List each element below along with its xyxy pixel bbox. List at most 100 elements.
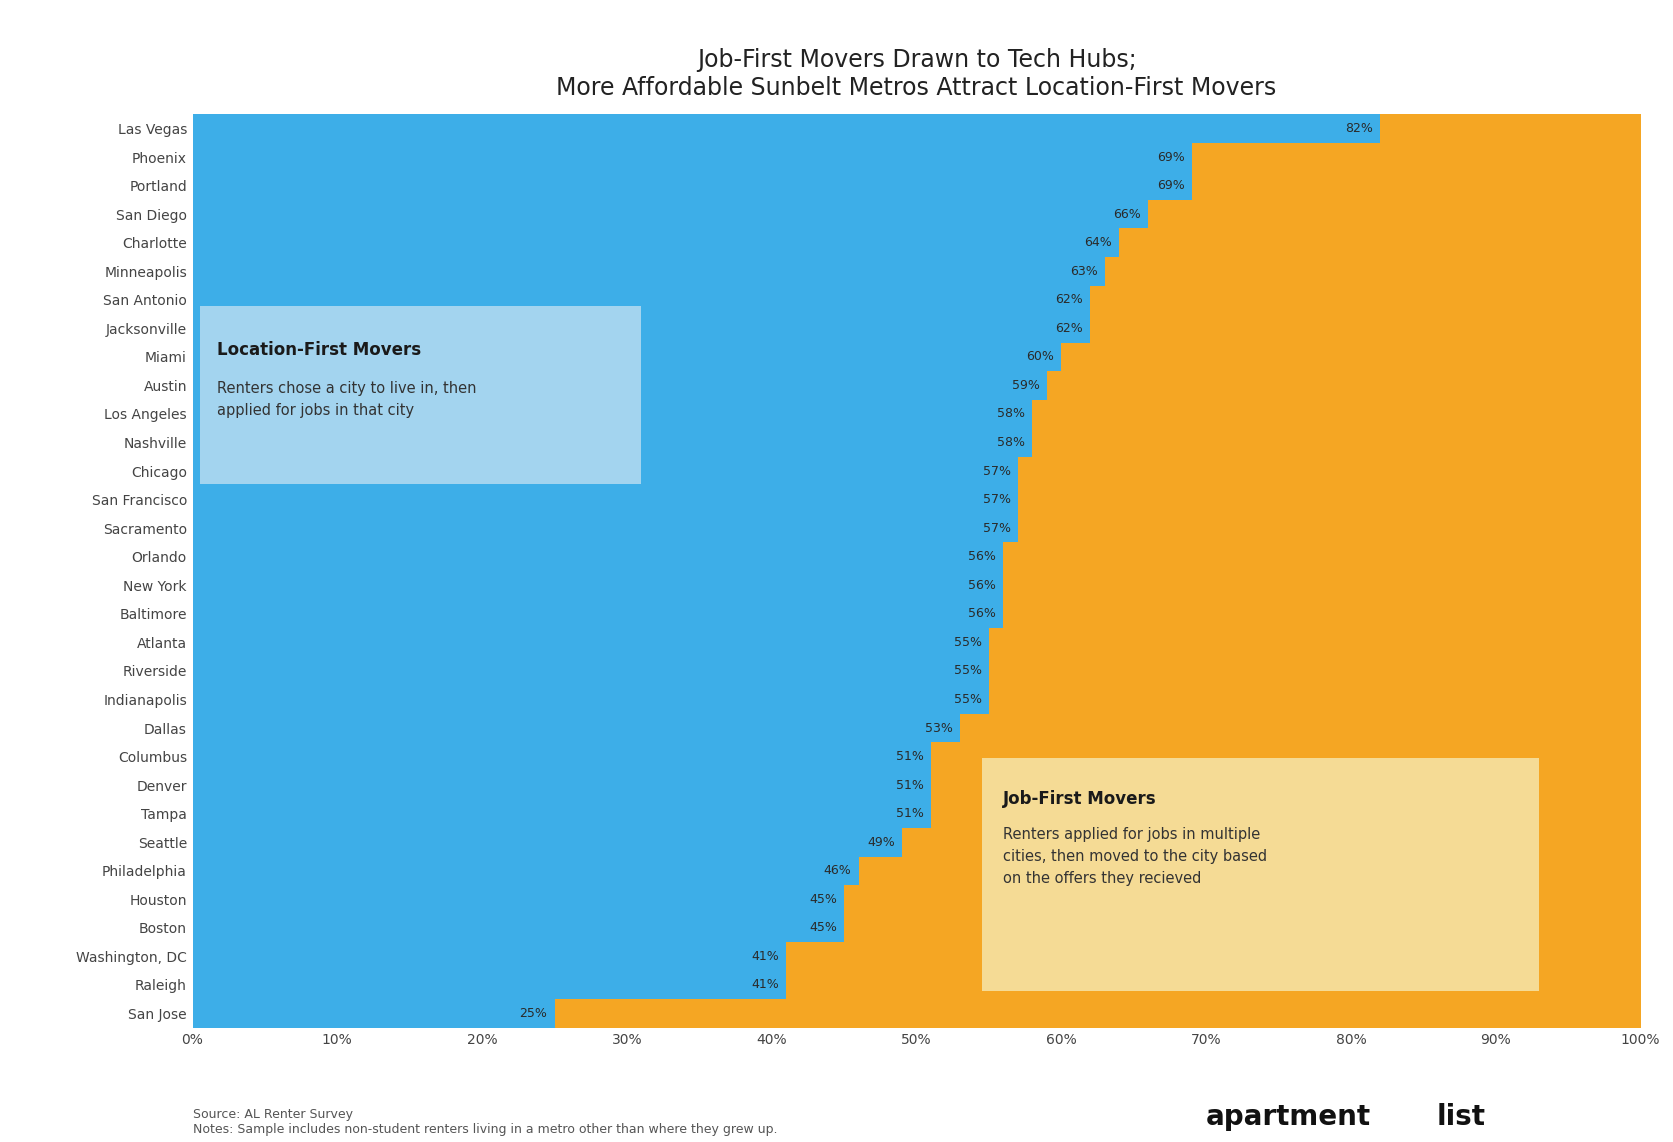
Text: 58%: 58% — [997, 436, 1024, 449]
Bar — [1119, 228, 1640, 257]
Bar — [1379, 114, 1640, 143]
Text: 49%: 49% — [867, 836, 895, 849]
Text: 56%: 56% — [967, 579, 995, 592]
Text: Source: AL Renter Survey
Notes: Sample includes non-student renters living in a : Source: AL Renter Survey Notes: Sample i… — [192, 1108, 776, 1136]
Bar — [1046, 371, 1640, 400]
Text: list: list — [1435, 1102, 1484, 1131]
Text: 41%: 41% — [751, 950, 778, 963]
Bar — [554, 999, 1640, 1028]
Bar — [192, 571, 1002, 600]
Bar — [192, 457, 1017, 485]
Bar — [192, 114, 1379, 143]
Bar — [1191, 143, 1640, 171]
Text: 56%: 56% — [967, 608, 995, 620]
Bar — [1002, 571, 1640, 600]
Text: 45%: 45% — [808, 922, 836, 934]
Text: 53%: 53% — [923, 722, 952, 734]
Text: 56%: 56% — [967, 550, 995, 563]
Text: 46%: 46% — [823, 864, 852, 877]
Bar — [192, 771, 930, 799]
Bar — [959, 714, 1640, 742]
FancyBboxPatch shape — [980, 758, 1537, 991]
Text: 57%: 57% — [982, 522, 1010, 534]
Bar — [786, 942, 1640, 971]
Bar — [1017, 514, 1640, 542]
Bar — [989, 628, 1640, 657]
Text: 82%: 82% — [1343, 122, 1372, 135]
Text: 41%: 41% — [751, 979, 778, 991]
Text: 51%: 51% — [895, 807, 923, 820]
Bar — [192, 828, 902, 856]
Bar — [192, 343, 1061, 371]
Text: 55%: 55% — [954, 636, 980, 649]
Bar — [1148, 200, 1640, 228]
Bar — [843, 914, 1640, 942]
Text: Location-First Movers: Location-First Movers — [217, 340, 422, 359]
Bar — [192, 143, 1191, 171]
Bar — [192, 228, 1119, 257]
Text: apartment: apartment — [1205, 1102, 1370, 1131]
Bar — [192, 371, 1046, 400]
Bar — [1191, 171, 1640, 200]
Text: 57%: 57% — [982, 493, 1010, 506]
Bar — [989, 657, 1640, 685]
Title: Job-First Movers Drawn to Tech Hubs;
More Affordable Sunbelt Metros Attract Loca: Job-First Movers Drawn to Tech Hubs; Mor… — [555, 48, 1276, 99]
Text: 57%: 57% — [982, 465, 1010, 477]
Bar — [192, 171, 1191, 200]
Text: 55%: 55% — [954, 693, 980, 706]
Bar — [1089, 314, 1640, 343]
Bar — [192, 314, 1089, 343]
Bar — [192, 600, 1002, 628]
Bar — [1002, 600, 1640, 628]
Bar — [192, 257, 1104, 286]
Text: 45%: 45% — [808, 893, 836, 906]
Bar — [1017, 485, 1640, 514]
Bar — [192, 400, 1032, 428]
Bar — [192, 999, 554, 1028]
Text: 62%: 62% — [1054, 322, 1082, 335]
Bar — [1032, 400, 1640, 428]
Text: 51%: 51% — [895, 779, 923, 791]
Text: Renters applied for jobs in multiple
cities, then moved to the city based
on the: Renters applied for jobs in multiple cit… — [1002, 827, 1266, 886]
Bar — [843, 885, 1640, 914]
Bar — [1104, 257, 1640, 286]
Bar — [1017, 457, 1640, 485]
Bar — [1032, 428, 1640, 457]
Bar — [192, 657, 989, 685]
Bar — [192, 885, 843, 914]
Text: 62%: 62% — [1054, 293, 1082, 306]
Bar — [192, 971, 786, 999]
Bar — [192, 856, 858, 885]
Text: 64%: 64% — [1084, 236, 1111, 249]
Bar — [192, 914, 843, 942]
Bar — [1002, 542, 1640, 571]
Bar — [192, 714, 959, 742]
Text: 59%: 59% — [1010, 379, 1039, 392]
Bar — [192, 742, 930, 771]
Text: 63%: 63% — [1069, 265, 1097, 278]
Bar — [902, 828, 1640, 856]
Text: 51%: 51% — [895, 750, 923, 763]
Bar — [192, 485, 1017, 514]
Text: 55%: 55% — [954, 665, 980, 677]
Bar — [930, 742, 1640, 771]
Bar — [192, 514, 1017, 542]
Bar — [930, 771, 1640, 799]
Text: Renters chose a city to live in, then
applied for jobs in that city: Renters chose a city to live in, then ap… — [217, 381, 477, 418]
Text: 60%: 60% — [1026, 351, 1054, 363]
Bar — [786, 971, 1640, 999]
Bar — [930, 799, 1640, 828]
Text: Job-First Movers: Job-First Movers — [1002, 790, 1156, 809]
FancyBboxPatch shape — [199, 306, 641, 484]
Bar — [192, 200, 1148, 228]
Bar — [192, 628, 989, 657]
Text: 69%: 69% — [1156, 179, 1184, 192]
Text: 25%: 25% — [519, 1007, 547, 1020]
Bar — [192, 799, 930, 828]
Text: 69%: 69% — [1156, 151, 1184, 163]
Bar — [192, 286, 1089, 314]
Bar — [989, 685, 1640, 714]
Bar — [192, 428, 1032, 457]
Bar — [1061, 343, 1640, 371]
Bar — [192, 942, 786, 971]
